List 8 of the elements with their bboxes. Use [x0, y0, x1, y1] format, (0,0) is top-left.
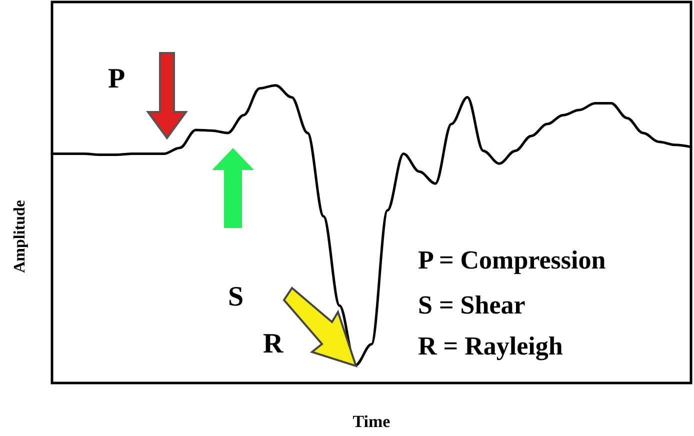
annotation: P	[108, 64, 126, 94]
x-axis-title: Time	[352, 412, 391, 431]
annotation: P = Compression	[418, 246, 606, 274]
annotation: R	[263, 328, 284, 360]
y-axis-title: Amplitude	[12, 200, 28, 273]
annotation: S	[228, 282, 244, 312]
annotation: R = Rayleigh	[418, 332, 564, 360]
annotation: S = Shear	[418, 290, 526, 320]
